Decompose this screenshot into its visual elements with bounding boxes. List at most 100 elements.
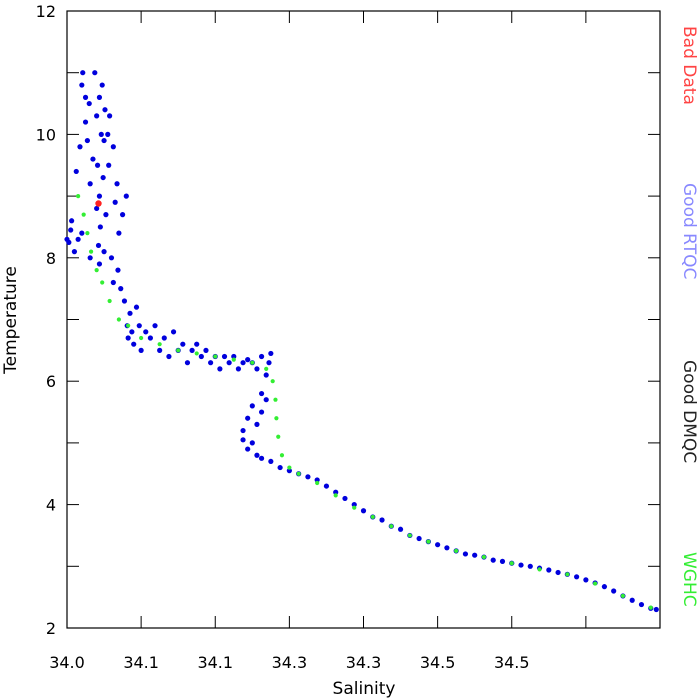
point-1-9 [139, 335, 144, 341]
point-0-128 [555, 569, 561, 576]
point-0-37 [108, 255, 115, 261]
point-0-62 [170, 329, 177, 335]
point-0-86 [249, 403, 255, 409]
point-0-121 [490, 557, 496, 563]
point-0-115 [435, 542, 441, 548]
point-1-1 [81, 212, 86, 217]
point-0-4 [71, 249, 78, 255]
y-tick-label-2: 6 [46, 372, 56, 391]
point-1-30 [426, 539, 431, 544]
point-1-0 [76, 194, 81, 199]
x-tick-label-5: 34.5 [420, 653, 456, 672]
point-1-17 [270, 379, 275, 384]
point-1-27 [370, 514, 375, 520]
point-1-11 [176, 348, 181, 353]
point-1-33 [509, 561, 514, 566]
point-0-69 [203, 347, 209, 353]
point-0-82 [263, 372, 269, 378]
point-1-31 [454, 548, 459, 553]
point-1-7 [116, 317, 121, 322]
point-0-29 [100, 174, 106, 181]
point-0-67 [194, 341, 200, 347]
point-0-15 [87, 181, 93, 187]
point-0-5 [75, 236, 81, 242]
series-wghc [76, 194, 653, 610]
x-axis-title: Salinity [333, 679, 396, 699]
point-0-39 [110, 279, 116, 286]
point-0-40 [112, 199, 118, 205]
point-2-0 [95, 200, 102, 207]
point-0-19 [94, 113, 100, 119]
point-0-92 [254, 421, 260, 427]
axis-tick-labels: 34.0 34.1 34.1 34.3 34.3 34.5 34.5 2 4 6 8 10 12 [36, 2, 530, 672]
point-0-11 [82, 94, 89, 100]
point-0-84 [268, 350, 274, 357]
point-0-97 [268, 458, 274, 465]
point-0-101 [305, 474, 311, 480]
point-1-18 [273, 397, 278, 402]
point-0-44 [118, 286, 124, 292]
point-0-7 [77, 144, 83, 150]
point-0-10 [80, 70, 86, 76]
point-0-74 [226, 360, 232, 366]
point-1-6 [107, 298, 112, 304]
point-0-9 [79, 82, 85, 88]
point-1-23 [296, 471, 301, 476]
point-0-124 [518, 562, 524, 568]
point-0-51 [129, 329, 135, 335]
point-0-23 [96, 94, 103, 100]
point-0-34 [105, 131, 111, 137]
series-good-rtqc [64, 70, 659, 613]
point-0-91 [249, 440, 255, 446]
point-0-46 [121, 298, 128, 304]
point-0-58 [152, 323, 158, 329]
point-0-13 [84, 137, 90, 144]
point-1-25 [333, 493, 338, 498]
point-0-73 [221, 353, 228, 360]
plot-frame [66, 10, 661, 629]
point-0-57 [147, 335, 153, 341]
point-0-47 [123, 193, 129, 199]
point-0-105 [342, 495, 348, 502]
point-1-12 [194, 351, 199, 356]
point-0-119 [472, 552, 478, 558]
point-0-65 [184, 360, 191, 366]
point-1-38 [648, 605, 653, 610]
x-tick-label-6: 34.5 [494, 653, 530, 672]
point-0-95 [254, 452, 260, 458]
point-1-13 [213, 354, 218, 359]
point-0-8 [79, 230, 85, 236]
data-points [64, 70, 659, 613]
axis-ticks [66, 10, 661, 629]
point-0-27 [98, 131, 104, 137]
legend-item-good-dmqc: Good DMQC [679, 360, 699, 463]
point-0-111 [397, 526, 404, 532]
point-0-96 [258, 455, 265, 461]
point-0-25 [96, 261, 103, 267]
point-0-99 [286, 468, 292, 474]
point-0-6 [73, 168, 79, 175]
point-0-17 [90, 156, 96, 162]
point-0-107 [360, 508, 367, 514]
point-0-28 [99, 82, 105, 88]
point-0-81 [258, 353, 265, 360]
point-0-94 [263, 397, 269, 403]
point-0-66 [189, 347, 195, 353]
point-0-16 [87, 255, 93, 261]
point-0-75 [231, 353, 237, 360]
point-0-38 [110, 144, 116, 150]
point-1-32 [481, 554, 487, 560]
point-0-22 [95, 242, 102, 249]
x-tick-label-2: 34.1 [197, 653, 233, 672]
point-1-20 [276, 434, 281, 439]
point-0-102 [314, 477, 320, 483]
point-1-35 [565, 572, 570, 577]
x-tick-label-3: 34.3 [272, 653, 308, 672]
point-1-29 [407, 533, 412, 538]
point-0-80 [254, 366, 260, 372]
point-1-10 [157, 342, 162, 347]
y-tick-label-4: 10 [36, 125, 56, 144]
point-0-12 [82, 119, 89, 125]
point-0-20 [94, 205, 100, 212]
legend-item-good-rtqc: Good RTQC [679, 183, 699, 279]
